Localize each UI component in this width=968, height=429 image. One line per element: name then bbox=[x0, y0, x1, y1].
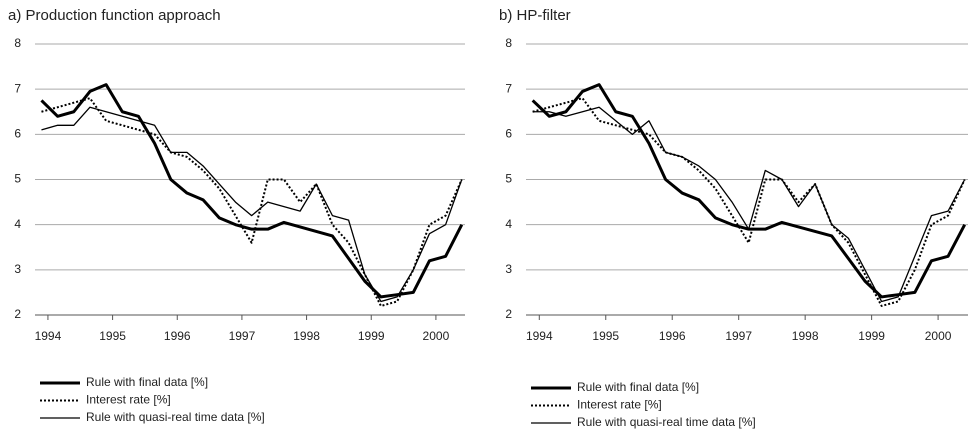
series-line bbox=[532, 106, 966, 303]
series-line bbox=[40, 83, 464, 299]
series-line bbox=[532, 97, 966, 307]
y-tick-label: 8 bbox=[505, 36, 512, 50]
x-tick-label: 1996 bbox=[164, 329, 191, 343]
y-tick-label: 7 bbox=[14, 81, 21, 95]
legend-label: Rule with quasi-real time data [%] bbox=[577, 415, 756, 429]
y-tick-label: 6 bbox=[505, 127, 512, 141]
x-tick-label: 1995 bbox=[592, 329, 619, 343]
chart-title: a) Production function approach bbox=[8, 7, 221, 24]
legend-label: Interest rate [%] bbox=[86, 393, 171, 407]
series-line bbox=[41, 106, 463, 303]
x-tick-label: 1998 bbox=[792, 329, 819, 343]
legend-label: Rule with quasi-real time data [%] bbox=[86, 410, 265, 424]
y-tick-label: 3 bbox=[505, 262, 512, 276]
y-tick-label: 4 bbox=[505, 217, 512, 231]
legend-label: Rule with final data [%] bbox=[86, 375, 208, 389]
y-tick-label: 6 bbox=[14, 127, 21, 141]
y-tick-label: 7 bbox=[505, 81, 512, 95]
y-tick-label: 2 bbox=[505, 307, 512, 321]
x-tick-label: 1996 bbox=[659, 329, 686, 343]
x-tick-label: 1998 bbox=[293, 329, 320, 343]
series-line bbox=[41, 97, 463, 307]
series-line bbox=[531, 83, 967, 299]
legend-label: Interest rate [%] bbox=[577, 398, 662, 412]
x-tick-label: 1994 bbox=[35, 329, 62, 343]
y-tick-label: 3 bbox=[14, 262, 21, 276]
x-tick-label: 2000 bbox=[925, 329, 952, 343]
y-tick-label: 5 bbox=[14, 172, 21, 186]
y-tick-label: 8 bbox=[14, 36, 21, 50]
chart-title: b) HP-filter bbox=[499, 7, 571, 24]
y-tick-label: 4 bbox=[14, 217, 21, 231]
x-tick-label: 1997 bbox=[229, 329, 256, 343]
y-tick-label: 5 bbox=[505, 172, 512, 186]
y-tick-label: 2 bbox=[14, 307, 21, 321]
x-tick-label: 1997 bbox=[725, 329, 752, 343]
x-tick-label: 1994 bbox=[526, 329, 553, 343]
legend-label: Rule with final data [%] bbox=[577, 380, 699, 394]
x-tick-label: 1999 bbox=[358, 329, 385, 343]
x-tick-label: 1995 bbox=[99, 329, 126, 343]
x-tick-label: 2000 bbox=[423, 329, 450, 343]
x-tick-label: 1999 bbox=[858, 329, 885, 343]
